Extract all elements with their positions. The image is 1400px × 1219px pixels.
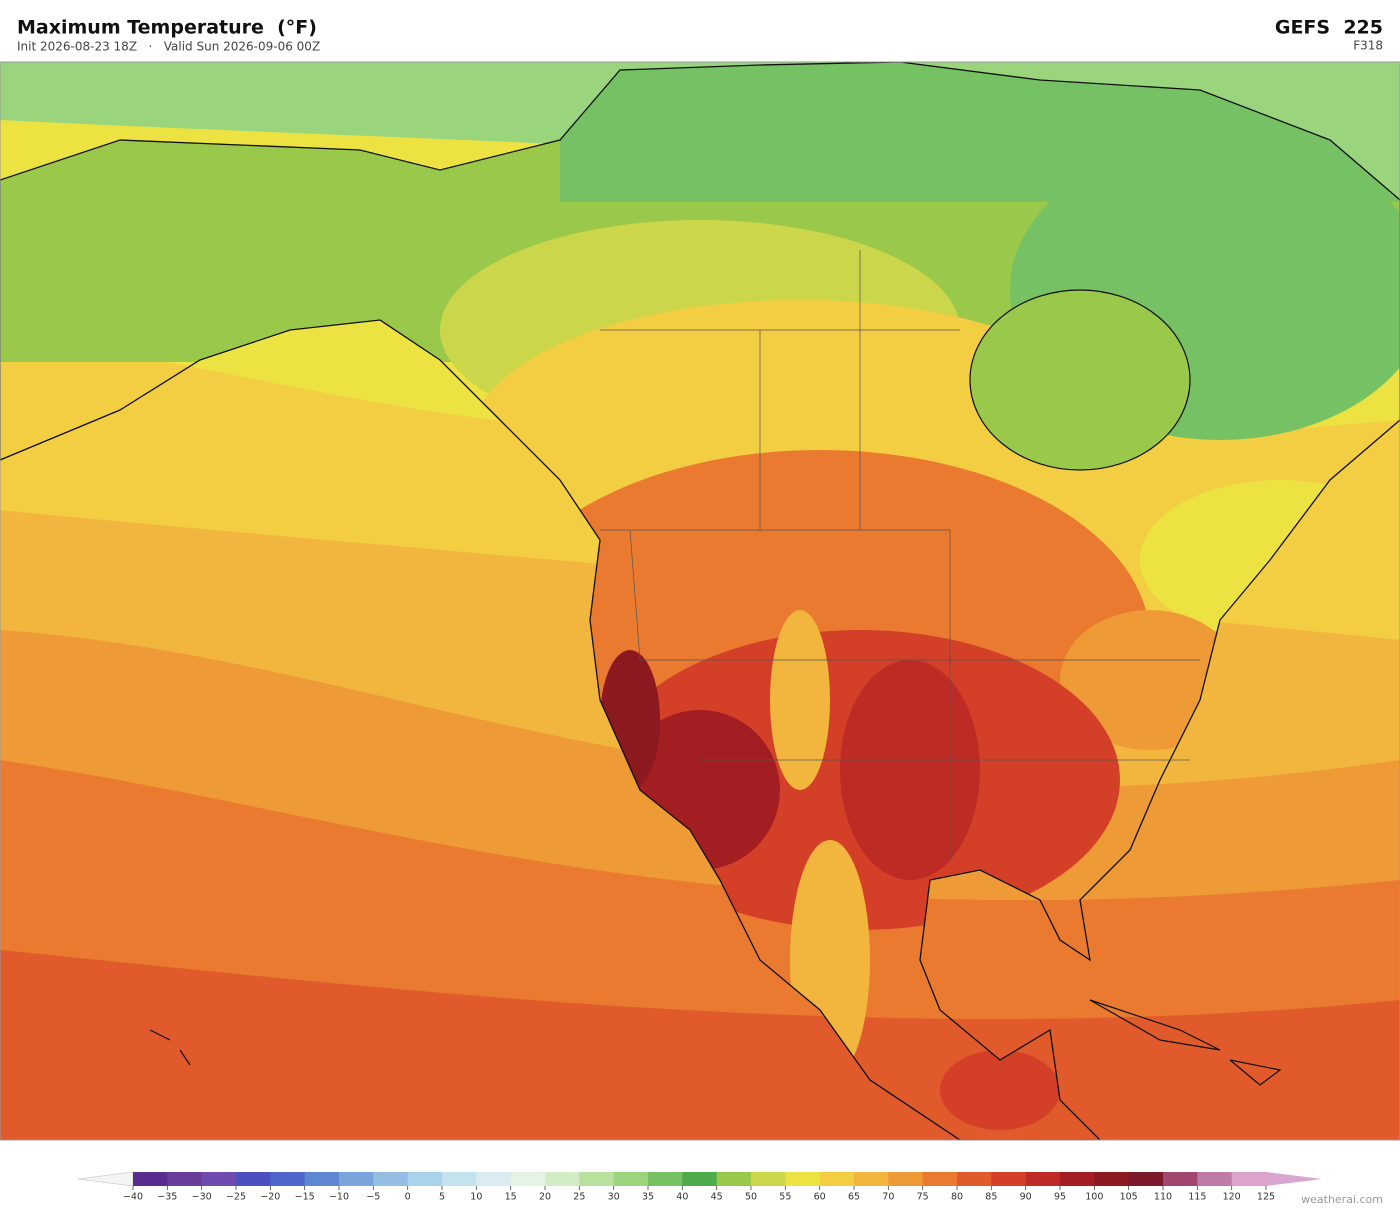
colorbar-segment [339, 1172, 374, 1186]
colorbar-segment [201, 1172, 237, 1186]
colorbar-over [1266, 1172, 1322, 1186]
colorbar-tick-label: 0 [405, 1192, 411, 1203]
colorbar-tick-label: 40 [676, 1192, 688, 1203]
colorbar-tick-label: 115 [1188, 1192, 1206, 1203]
colorbar-tick-label: 30 [608, 1192, 620, 1203]
model: GEFS 225 [1275, 17, 1383, 39]
colorbar-tick-label: −25 [226, 1192, 246, 1203]
colorbar-tick-label: 20 [539, 1192, 551, 1203]
colorbar-segment [819, 1172, 855, 1186]
colorbar-tick-label: 105 [1120, 1192, 1138, 1203]
colorbar-segment [579, 1172, 615, 1186]
colorbar-tick-label: −15 [295, 1192, 315, 1203]
colorbar-segment [1128, 1172, 1164, 1186]
colorbar-segment [751, 1172, 786, 1186]
colorbar-segment [991, 1172, 1027, 1186]
colorbar-segment [373, 1172, 409, 1186]
colorbar-tick-label: 100 [1085, 1192, 1103, 1203]
colorbar-segment [133, 1172, 168, 1186]
colorbar-tick-label: 110 [1154, 1192, 1172, 1203]
colorbar-segment [407, 1172, 443, 1186]
colorbar-segment [888, 1172, 924, 1186]
colorbar-segment [785, 1172, 821, 1186]
colorbar-tick-label: 35 [642, 1192, 654, 1203]
colorbar-tick-label: −10 [329, 1192, 349, 1203]
colorbar-segment [270, 1172, 306, 1186]
colorbar-tick-label: −30 [192, 1192, 212, 1203]
colorbar-segment [304, 1172, 340, 1186]
colorbar-tick-label: 65 [848, 1192, 860, 1203]
colorbar-tick-label: 95 [1054, 1192, 1066, 1203]
colorbar-tick-label: −35 [157, 1192, 177, 1203]
colorbar-tick-label: 85 [985, 1192, 997, 1203]
colorbar-segment [957, 1172, 992, 1186]
colorbar-tick-label: 50 [745, 1192, 757, 1203]
colorbar-tick-label: 15 [505, 1192, 517, 1203]
colorbar-tick-label: −5 [366, 1192, 380, 1203]
colorbar-tick-label: −20 [260, 1192, 280, 1203]
credit: weatherai.com [1301, 1193, 1383, 1206]
map [0, 62, 1400, 1140]
colorbar-segment [1060, 1172, 1095, 1186]
colorbar-tick-label: 125 [1257, 1192, 1275, 1203]
colorbar-segment [236, 1172, 271, 1186]
colorbar-tick-label: 25 [573, 1192, 585, 1203]
colorbar-tick-label: 45 [711, 1192, 723, 1203]
colorbar-tick-label: 60 [814, 1192, 826, 1203]
colorbar-segment [442, 1172, 477, 1186]
colorbar-tick-label: 70 [882, 1192, 894, 1203]
colorbar-segment [854, 1172, 889, 1186]
colorbar-segment [1094, 1172, 1130, 1186]
colorbar-under [77, 1171, 134, 1187]
subtitle: Init 2026-08-23 18Z · Valid Sun 2026-09-… [17, 40, 320, 54]
colorbar-tick-label: 10 [470, 1192, 482, 1203]
colorbar-segment [922, 1172, 958, 1186]
colorbar-segment [476, 1172, 512, 1186]
colorbar-tick-label: 75 [917, 1192, 929, 1203]
title: Maximum Temperature (°F) [17, 17, 317, 39]
colorbar-segment [613, 1172, 649, 1186]
colorbar-tick-label: 120 [1223, 1192, 1241, 1203]
colorbar-segment [648, 1172, 683, 1186]
colorbar-tick-label: 90 [1020, 1192, 1032, 1203]
colorbar-segment [1025, 1172, 1061, 1186]
forecast-hour: F318 [1353, 39, 1383, 53]
colorbar-tick-label: 80 [951, 1192, 963, 1203]
colorbar-segment [1231, 1172, 1267, 1186]
colorbar-segment [1163, 1172, 1198, 1186]
colorbar-segment [1197, 1172, 1233, 1186]
colorbar-tick-label: −40 [123, 1192, 143, 1203]
colorbar-segment [167, 1172, 203, 1186]
colorbar: −40 −35 −30 −25 −20 −15 −10 −5 0 5 10 15 20 25 30 35 40 4… [77, 1171, 1322, 1203]
colorbar-segment [716, 1172, 752, 1186]
colorbar-tick-label: 55 [779, 1192, 791, 1203]
colorbar-segment [545, 1172, 580, 1186]
colorbar-segment [510, 1172, 546, 1186]
colorbar-segment [682, 1172, 718, 1186]
colorbar-tick-label: 5 [439, 1192, 445, 1203]
